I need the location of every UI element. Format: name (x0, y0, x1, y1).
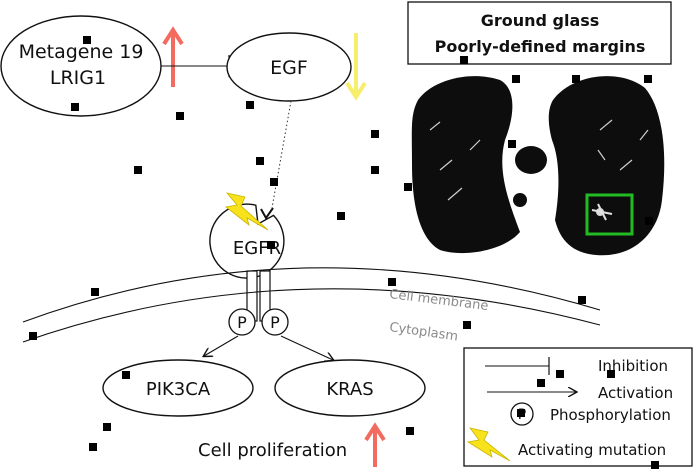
metagene-lrig1-node (0, 15, 162, 117)
ct-caption-box (407, 1, 672, 65)
binding-dotted-line (271, 100, 292, 209)
svg-text:P: P (270, 313, 280, 332)
phosphorylation-left: P (228, 308, 256, 336)
egf-node (226, 32, 352, 102)
proliferation-up-arrow-icon (364, 422, 386, 467)
pik3ca-node (102, 359, 254, 417)
marker-squares (29, 36, 659, 469)
phosphorylation-right: P (261, 308, 289, 336)
lrig1-label: LRIG1 (50, 67, 106, 89)
ligand-chevron-icon (260, 207, 274, 220)
cell-membrane-outer (22, 267, 601, 323)
cell-membrane-inner (22, 288, 601, 343)
roi-highlight-box (585, 193, 634, 236)
legend-phosphorylation: Phosphorylation (550, 406, 671, 424)
svg-text:P: P (237, 313, 247, 332)
ct-caption-line1: Ground glass (481, 11, 600, 30)
legend-activating-mutation: Activating mutation (518, 441, 666, 459)
legend-activation: Activation (598, 384, 673, 402)
upregulation-arrow-icon (162, 26, 184, 87)
kras-node (274, 359, 426, 417)
activation-edge-pik3ca (204, 335, 239, 356)
ct-lung-image (411, 76, 665, 256)
cytoplasm-label: Cytoplasm (388, 320, 459, 344)
ct-caption-line2: Poorly-defined margins (435, 37, 646, 56)
egf-label: EGF (270, 57, 308, 79)
downregulation-arrow-icon (345, 33, 367, 101)
activating-mutation-lightning-icon (225, 192, 269, 231)
metagene-label: Metagene 19 (19, 41, 144, 63)
activation-edge-kras (280, 335, 333, 360)
cell-proliferation-label: Cell proliferation (198, 440, 347, 461)
cell-membrane-label: Cell membrane (389, 287, 490, 314)
pik3ca-label: PIK3CA (146, 379, 211, 400)
kras-label: KRAS (326, 379, 373, 400)
legend-inhibition: Inhibition (598, 357, 668, 375)
legend-lightning-icon (466, 427, 511, 462)
legend: Inhibition Activation P Phosphorylation … (463, 347, 693, 467)
